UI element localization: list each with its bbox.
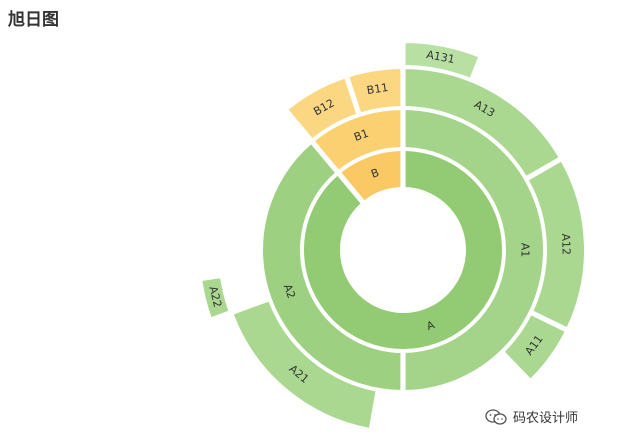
sunburst-segment-a[interactable] [302, 149, 504, 351]
sunburst-segment-a1[interactable] [403, 108, 545, 392]
sunburst-label-a: A [425, 318, 437, 333]
sunburst-segment-b11[interactable] [347, 67, 403, 115]
sunburst-segment-a2[interactable] [261, 142, 403, 392]
sunburst-label-b1: B1 [352, 127, 370, 144]
sunburst-label-b: B [369, 166, 381, 181]
watermark-text: 码农设计师 [513, 411, 579, 426]
sunburst-segment-b12[interactable] [286, 76, 359, 141]
sunburst-segment-a12[interactable] [526, 159, 586, 330]
sunburst-segment-a131[interactable] [403, 41, 481, 80]
sunburst-segment-b[interactable] [338, 149, 403, 203]
sunburst-label-a22: A22 [206, 285, 224, 309]
sunburst-segment-a22[interactable] [200, 276, 231, 320]
watermark: 码农设计师 [485, 407, 578, 426]
chart-title: 旭日图 [8, 10, 59, 30]
sunburst-segment-a13[interactable] [403, 67, 561, 179]
sunburst-segment-a11[interactable] [502, 313, 567, 381]
sunburst-segment-a21[interactable] [231, 299, 378, 430]
wechat-icon [485, 408, 507, 425]
sunburst-segment-b1[interactable] [312, 108, 403, 172]
sunburst-label-a12: A12 [559, 233, 573, 255]
sunburst-label-b11: B11 [366, 81, 389, 97]
sunburst-label-a1: A1 [519, 243, 532, 258]
sunburst-label-a131: A131 [425, 48, 455, 66]
sunburst-label-a2: A2 [281, 282, 298, 300]
